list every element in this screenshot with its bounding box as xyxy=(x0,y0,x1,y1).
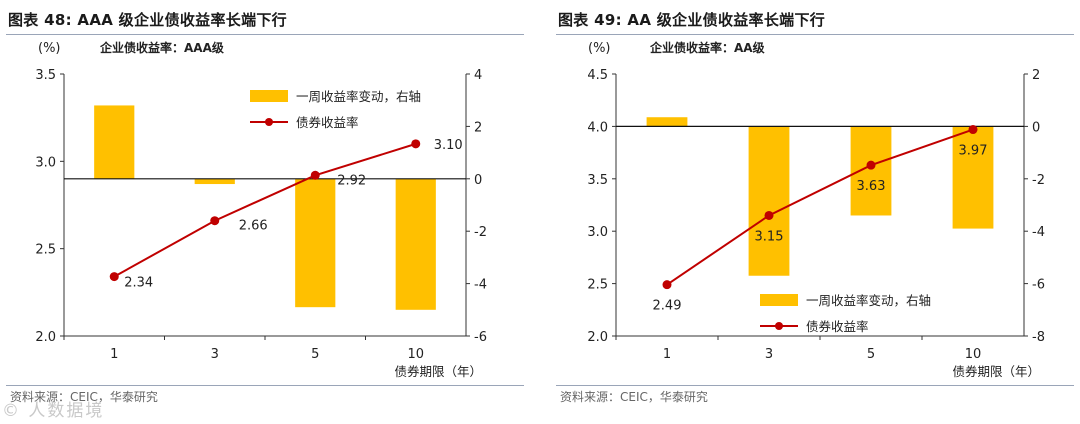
legend-line-marker xyxy=(775,322,783,330)
bottom-rule xyxy=(556,385,1074,386)
yield-point-3 xyxy=(764,210,774,220)
right-tick-label: 4 xyxy=(474,68,482,83)
x-axis-title: 债券期限（年） xyxy=(394,364,482,379)
yield-line xyxy=(666,128,974,286)
right-tick-label: -6 xyxy=(474,330,487,345)
bar-1 xyxy=(646,117,688,127)
left-tick-label: 2.5 xyxy=(587,278,608,293)
right-tick-label: 0 xyxy=(474,173,482,188)
top-rule xyxy=(6,34,524,35)
figure-title: 图表 48: AAA 级企业债收益率长端下行 xyxy=(8,11,287,29)
legend-line-label: 债券收益率 xyxy=(296,115,359,130)
figure-title: 图表 49: AA 级企业债收益率长端下行 xyxy=(558,11,826,29)
data-label: 3.97 xyxy=(959,144,988,159)
yield-line xyxy=(113,142,417,278)
right-tick-label: -2 xyxy=(474,225,487,240)
yield-point-10 xyxy=(411,139,421,149)
data-label: 2.66 xyxy=(239,219,268,234)
data-label: 3.63 xyxy=(857,179,886,194)
right-tick-label: -6 xyxy=(1032,278,1045,293)
left-tick-label: 3.0 xyxy=(35,155,56,170)
data-label: 2.34 xyxy=(124,276,153,291)
bar-3 xyxy=(748,126,790,276)
x-tick-label: 5 xyxy=(311,347,319,362)
x-tick-label: 5 xyxy=(867,347,875,362)
bar-5 xyxy=(850,126,892,216)
left-tick-label: 2.0 xyxy=(587,330,608,345)
left-tick-label: 2.0 xyxy=(35,330,56,345)
x-tick-label: 1 xyxy=(663,347,671,362)
yield-chart-aaa: 2.0 2.5 3.0 3.5 -6 -4 -2 0 2 4 1 3 5 10 2.34 2.66 2.92 3.… xyxy=(35,40,487,379)
chart-subtitle: 企业债收益率：AAA级 xyxy=(99,40,224,55)
yield-point-5 xyxy=(310,170,320,180)
x-tick-label: 10 xyxy=(965,347,982,362)
right-tick-label: -8 xyxy=(1032,330,1045,345)
data-label: 3.10 xyxy=(434,138,463,153)
legend-line-label: 债券收益率 xyxy=(806,319,869,334)
source-note: 资料来源：CEIC，华泰研究 xyxy=(560,390,708,404)
right-tick-label: 0 xyxy=(1032,120,1040,135)
bar-1 xyxy=(94,105,135,179)
legend-bar-label: 一周收益率变动，右轴 xyxy=(296,89,421,104)
left-tick-label: 3.5 xyxy=(35,68,56,83)
left-tick-label: 2.5 xyxy=(35,243,56,258)
bar-5 xyxy=(295,178,336,308)
top-rule xyxy=(556,34,1074,35)
legend-line-marker xyxy=(265,118,273,126)
legend-bar-label: 一周收益率变动，右轴 xyxy=(806,293,931,308)
yield-point-10 xyxy=(968,125,978,135)
data-label: 2.49 xyxy=(653,299,682,314)
watermark: © 人数据境 xyxy=(2,401,105,421)
left-tick-label: 3.0 xyxy=(587,225,608,240)
right-tick-label: -4 xyxy=(474,278,487,293)
x-tick-label: 1 xyxy=(110,347,118,362)
x-tick-label: 3 xyxy=(765,347,773,362)
legend-bar-swatch xyxy=(250,90,288,102)
left-tick-label: 4.5 xyxy=(587,68,608,83)
right-tick-label: 2 xyxy=(1032,68,1040,83)
right-tick-label: -4 xyxy=(1032,225,1045,240)
yield-point-1 xyxy=(662,280,672,290)
right-tick-label: -2 xyxy=(1032,173,1045,188)
data-label: 2.92 xyxy=(337,173,366,188)
legend-bar-swatch xyxy=(760,294,798,306)
source-note: 资料来源：CEIC，华泰研究 xyxy=(10,390,158,404)
bar-3 xyxy=(194,178,235,185)
bar-10 xyxy=(395,178,436,310)
data-label: 3.15 xyxy=(755,229,784,244)
y-axis-unit: (%) xyxy=(38,41,61,56)
yield-chart-aa: 2.0 2.5 3.0 3.5 4.0 4.5 -8 -6 -4 -2 0 2 1 3 5 10 2.49 3.1… xyxy=(587,40,1045,379)
x-axis-title: 债券期限（年） xyxy=(952,364,1040,379)
right-tick-label: 2 xyxy=(474,120,482,135)
chart-panel-aa: 图表 49: AA 级企业债收益率长端下行 2.0 2.5 3.0 3.5 4.0 4.5… xyxy=(550,0,1080,424)
chart-subtitle: 企业债收益率：AA级 xyxy=(649,40,765,55)
yield-point-5 xyxy=(866,160,876,170)
yield-point-1 xyxy=(109,272,119,282)
chart-panel-aaa: 图表 48: AAA 级企业债收益率长端下行 2.0 2.5 3.0 3.5 -6 -4 -… xyxy=(0,0,530,424)
left-tick-label: 4.0 xyxy=(587,120,608,135)
left-tick-label: 3.5 xyxy=(587,173,608,188)
x-tick-label: 3 xyxy=(211,347,219,362)
x-tick-label: 10 xyxy=(407,347,424,362)
bottom-rule xyxy=(6,385,524,386)
bar-10 xyxy=(952,126,994,229)
y-axis-unit: (%) xyxy=(588,41,611,56)
yield-point-3 xyxy=(210,216,220,226)
